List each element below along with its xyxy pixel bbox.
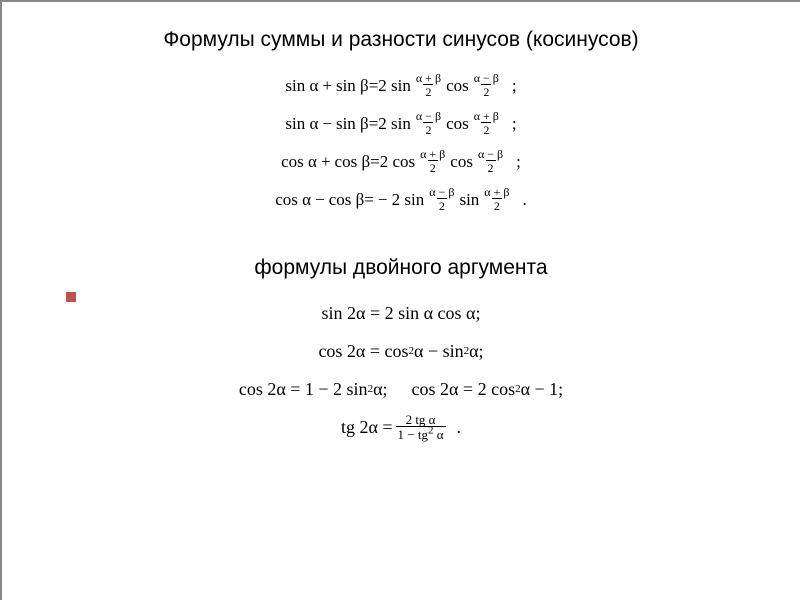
fraction: 2 tg α 1 − tg2 α — [396, 413, 446, 441]
t: cos — [446, 77, 469, 94]
t: = — [370, 153, 380, 170]
formula-sin-plus-sin: sin α + sin β = 2 sin α + β 2 cos α − β … — [285, 68, 516, 102]
t: ; — [512, 115, 517, 132]
formula-tg2a: tg 2α = 2 tg α 1 − tg2 α . — [341, 410, 461, 444]
t: α — [433, 427, 443, 442]
formula-cos-minus-cos: cos α − cos β = − 2 sin α − β 2 sin α + … — [275, 182, 526, 216]
t: α + β — [418, 148, 447, 160]
t: α − sin — [414, 342, 464, 360]
t: = — [364, 191, 374, 208]
t: α − β — [472, 72, 501, 84]
fraction: α + β 2 — [418, 148, 447, 174]
fraction: α + β 2 — [472, 110, 501, 136]
t: sin 2α = 2 sin α cos α; — [322, 304, 481, 322]
t: 2 — [437, 198, 447, 212]
t: cos — [450, 153, 473, 170]
t: cos 2α = cos — [318, 342, 408, 360]
fraction: α − β 2 — [476, 148, 505, 174]
t: cos β — [335, 153, 371, 170]
t: 2 — [486, 160, 496, 174]
t: 2 — [423, 84, 433, 98]
t: α; — [373, 380, 387, 398]
t: . — [457, 418, 462, 436]
slide: Формулы суммы и разности синусов (косину… — [0, 0, 800, 600]
t: cos α — [275, 191, 311, 208]
fraction: α − β 2 — [414, 110, 443, 136]
t: cos — [446, 115, 469, 132]
t: 1 − tg2 α — [396, 426, 446, 441]
t: 2 sin — [378, 115, 411, 132]
t: tg 2α = — [341, 418, 393, 436]
t: 2 — [428, 160, 438, 174]
t: ; — [512, 77, 517, 94]
t: 2 — [481, 122, 491, 136]
t: = — [369, 77, 379, 94]
t: α − β — [427, 186, 456, 198]
t: + — [321, 153, 331, 170]
t: α − β — [476, 148, 505, 160]
t: 2 sin — [378, 77, 411, 94]
t: α + β — [414, 72, 443, 84]
t: ; — [516, 153, 521, 170]
formula-cos-plus-cos: cos α + cos β = 2 cos α + β 2 cos α − β … — [281, 144, 521, 178]
t: α; — [469, 342, 483, 360]
t: α + β — [472, 110, 501, 122]
t: α + β — [482, 186, 511, 198]
formula-cos2a-v1: cos 2α = cos2 α − sin2 α; — [318, 334, 483, 368]
t: sin α — [285, 115, 318, 132]
t: 1 − tg — [398, 427, 428, 442]
t: 2 — [481, 84, 491, 98]
t: sin β — [336, 115, 369, 132]
fraction: α − β 2 — [427, 186, 456, 212]
t: − — [315, 191, 325, 208]
formula-sin2a: sin 2α = 2 sin α cos α; — [322, 296, 481, 330]
double-arg-formulas: sin 2α = 2 sin α cos α; cos 2α = cos2 α … — [2, 296, 800, 444]
t: + — [322, 77, 332, 94]
t: α − β — [414, 110, 443, 122]
t: cos 2α = 2 cos — [412, 380, 516, 398]
t: − 2 sin — [378, 191, 424, 208]
formula-sin-minus-sin: sin α − sin β = 2 sin α − β 2 cos α + β … — [285, 106, 516, 140]
t: . — [522, 191, 526, 208]
t: − — [322, 115, 332, 132]
title-double-arg: формулы двойного аргумента — [2, 256, 800, 280]
t: cos β — [329, 191, 365, 208]
t: α − 1; — [521, 380, 564, 398]
t: cos α — [281, 153, 317, 170]
t: 2 — [492, 198, 502, 212]
fraction: α − β 2 — [472, 72, 501, 98]
bullet-icon — [66, 292, 76, 302]
t: sin β — [336, 77, 369, 94]
sum-diff-formulas: sin α + sin β = 2 sin α + β 2 cos α − β … — [2, 68, 800, 216]
title-sum-diff: Формулы суммы и разности синусов (косину… — [2, 28, 800, 52]
fraction: α + β 2 — [414, 72, 443, 98]
t: sin — [459, 191, 479, 208]
fraction: α + β 2 — [482, 186, 511, 212]
t: = — [369, 115, 379, 132]
t: 2 — [423, 122, 433, 136]
t: cos 2α = 1 − 2 sin — [239, 380, 368, 398]
t: sin α — [285, 77, 318, 94]
formula-cos2a-v2v3: cos 2α = 1 − 2 sin2 α; cos 2α = 2 cos2 α… — [239, 372, 563, 406]
t: 2 cos — [380, 153, 415, 170]
